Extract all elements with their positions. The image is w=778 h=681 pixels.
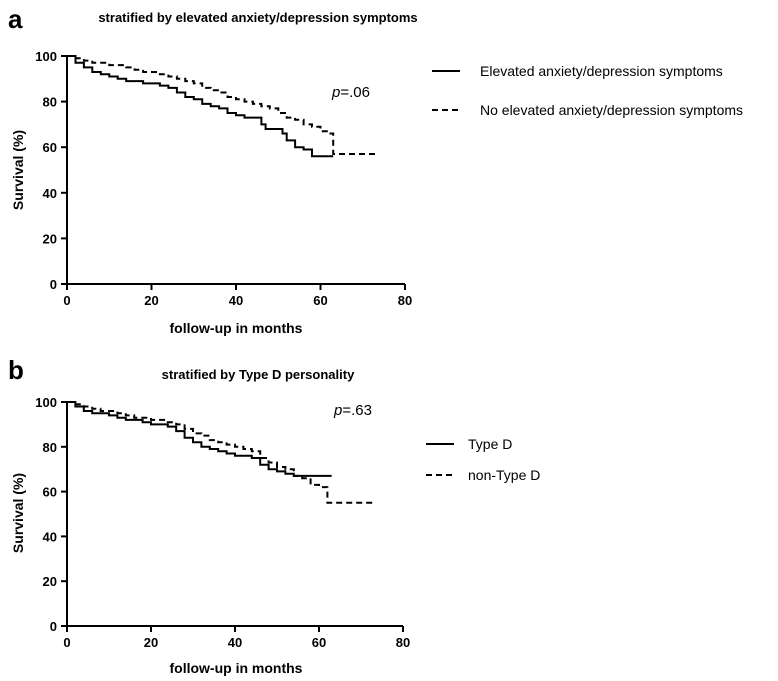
panel-a-title: stratified by elevated anxiety/depressio… — [98, 10, 417, 25]
panel-b-title: stratified by Type D personality — [162, 367, 355, 382]
panel-a-y-tick-label: 80 — [43, 95, 57, 110]
panel-a-legend: Elevated anxiety/depression symptoms No … — [432, 63, 743, 118]
panel-b-p-value: p=.63 — [333, 402, 372, 419]
panel-b-y-tick-label: 60 — [43, 485, 57, 500]
panel-b-letter: b — [8, 355, 24, 385]
panel-b-legend: Type D non-Type D — [426, 436, 540, 483]
panel-a-legend-label-0: Elevated anxiety/depression symptoms — [480, 63, 723, 79]
panel-a-y-tick-label: 0 — [50, 277, 57, 292]
panel-b-series-solid-line — [67, 401, 332, 477]
panel-a-series-dashed-line — [67, 55, 376, 155]
panel-b-legend-label-1: non-Type D — [468, 467, 540, 483]
panel-a-legend-label-1: No elevated anxiety/depression symptoms — [480, 102, 743, 118]
panel-b-series — [67, 401, 374, 504]
panel-b-p-letter: p — [333, 402, 342, 419]
panel-b-series-dashed-line — [67, 401, 374, 504]
panel-a-y-tick-label: 60 — [43, 140, 57, 155]
panel-b-y-tick-label: 100 — [35, 395, 57, 410]
panel-a-ylabel: Survival (%) — [10, 130, 26, 210]
panel-a-series-solid-line — [67, 55, 334, 158]
panel-a-p-value: p=.06 — [331, 84, 370, 101]
panel-b-legend-label-0: Type D — [468, 436, 512, 452]
panel-a-x-tick-label: 0 — [63, 293, 70, 308]
panel-b-x-tick-label: 20 — [144, 635, 158, 650]
panel-b-y-tick-label: 20 — [43, 574, 57, 589]
panel-a-xlabel: follow-up in months — [170, 320, 303, 336]
panel-b-x-tick-label: 40 — [228, 635, 242, 650]
panel-a-x-tick-label: 40 — [229, 293, 243, 308]
panel-a: a stratified by elevated anxiety/depress… — [8, 4, 743, 336]
panel-a-y-tick-label: 40 — [43, 186, 57, 201]
panel-b-x-tick-label: 80 — [396, 635, 410, 650]
panel-b-xlabel: follow-up in months — [170, 660, 303, 676]
panel-a-x-tick-label: 20 — [144, 293, 158, 308]
panel-a-p-rest: =.06 — [340, 84, 370, 101]
panel-b-x-tick-label: 60 — [312, 635, 326, 650]
panel-b: b stratified by Type D personality 0 20 40… — [8, 355, 540, 676]
panel-a-series — [67, 55, 376, 158]
panel-a-axes: 0 20 40 60 80 0 20 40 60 80 100 — [35, 49, 412, 308]
panel-a-letter: a — [8, 4, 23, 34]
panel-a-y-tick-label: 100 — [35, 49, 57, 64]
panel-a-p-letter: p — [331, 84, 340, 101]
panel-b-x-tick-label: 0 — [63, 635, 70, 650]
panel-a-x-tick-label: 60 — [313, 293, 327, 308]
panel-a-x-tick-label: 80 — [398, 293, 412, 308]
panel-b-y-tick-label: 0 — [50, 619, 57, 634]
panel-b-y-tick-label: 40 — [43, 529, 57, 544]
panel-b-y-tick-label: 80 — [43, 440, 57, 455]
panel-a-y-tick-label: 20 — [43, 231, 57, 246]
panel-b-ylabel: Survival (%) — [10, 473, 26, 553]
panel-b-p-rest: =.63 — [342, 402, 372, 419]
panel-b-axes: 0 20 40 60 80 0 20 40 60 80 100 — [35, 395, 410, 650]
